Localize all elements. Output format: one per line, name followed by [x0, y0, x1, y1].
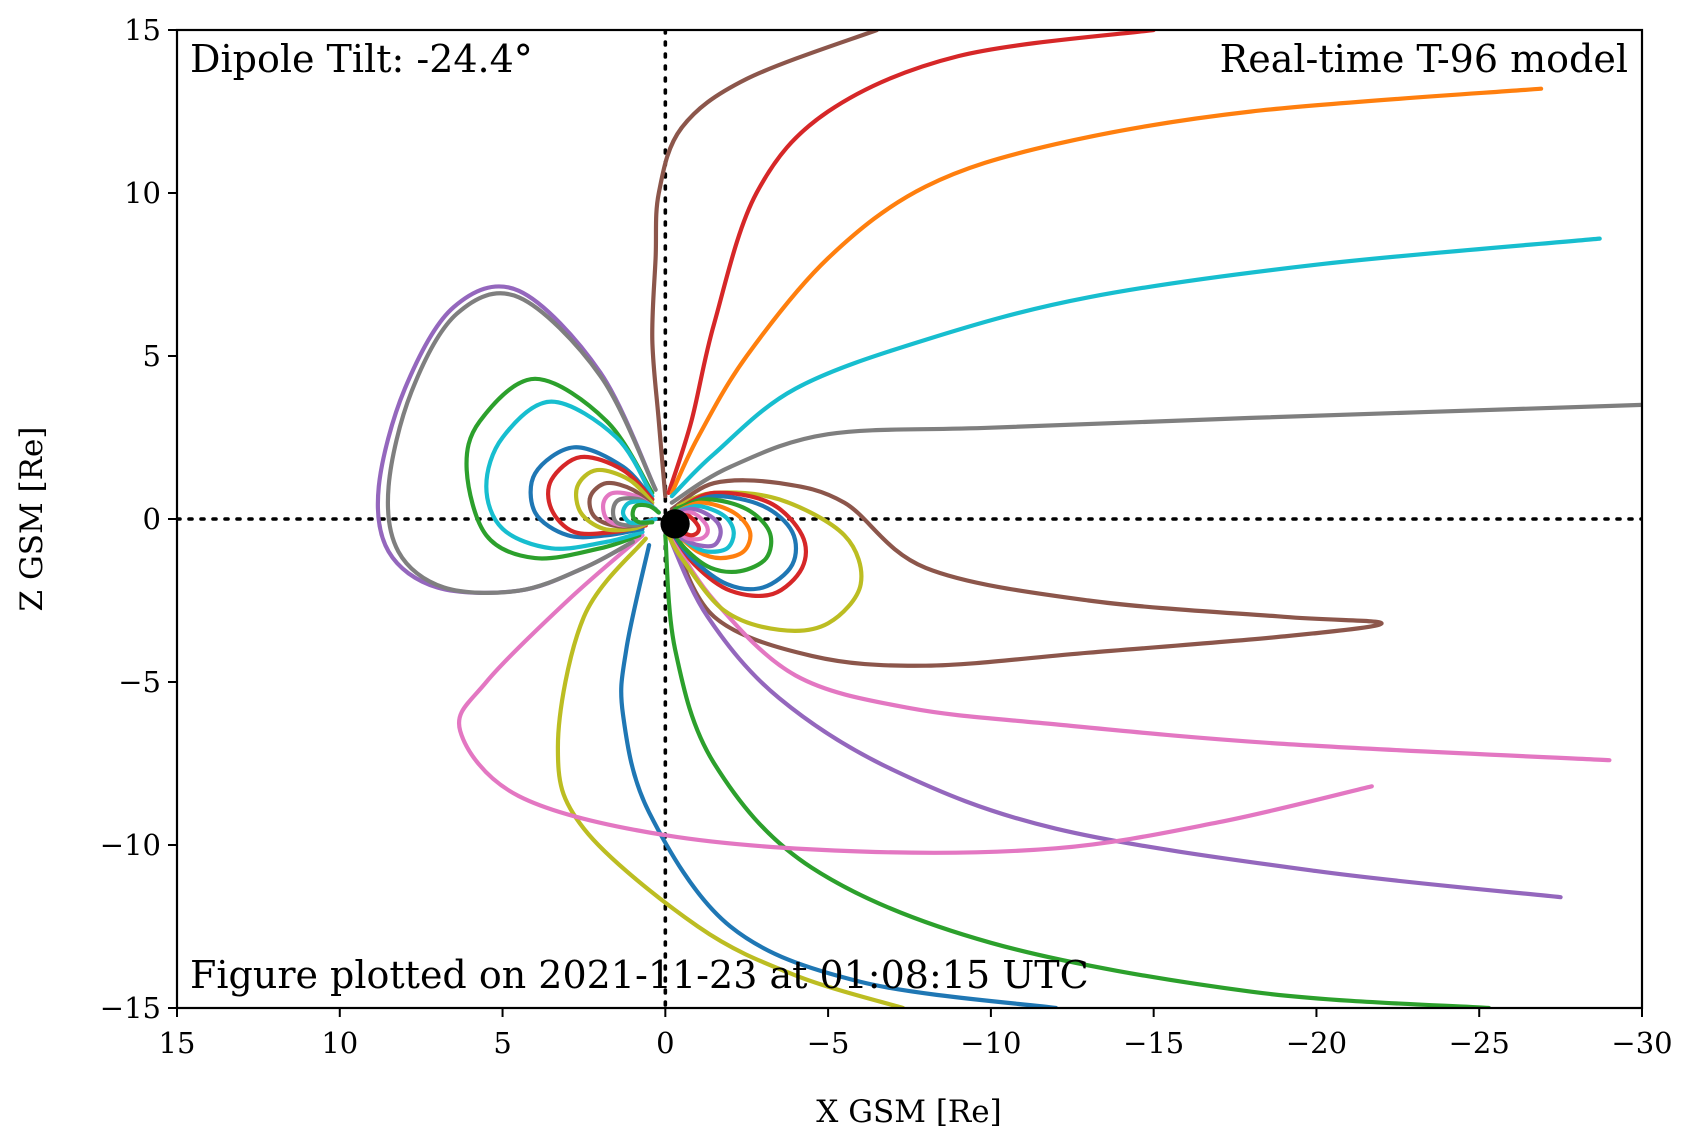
x-tick-label: 5	[493, 1026, 511, 1060]
field-line-6	[666, 529, 1612, 763]
x-tick-label: 15	[159, 1026, 196, 1060]
y-tick-label: −15	[100, 991, 161, 1025]
field-line-28	[673, 500, 753, 561]
field-line-7	[666, 533, 1563, 900]
field-line-14	[464, 376, 655, 561]
y-tick-label: 15	[124, 13, 161, 47]
field-line-10	[555, 536, 906, 1008]
annotation-dipole-tilt: Dipole Tilt: -24.4°	[190, 37, 533, 81]
x-tick-label: −5	[807, 1026, 850, 1060]
field-lines	[375, 30, 1642, 1008]
field-line-18	[573, 467, 655, 533]
x-tick-label: −10	[960, 1026, 1021, 1060]
field-line-11	[456, 533, 1374, 855]
y-axis-ticks: 15 10 5 0 −5 −10 −15	[100, 13, 177, 1025]
x-axis-label: X GSM [Re]	[816, 1094, 1001, 1130]
x-tick-label: 10	[321, 1026, 358, 1060]
field-line-29	[673, 503, 736, 554]
field-line-15	[484, 399, 655, 551]
y-tick-label: −10	[100, 828, 161, 862]
field-line-31	[673, 510, 710, 542]
field-line-32	[673, 512, 702, 538]
field-line-8	[663, 533, 1492, 1008]
y-tick-label: 10	[124, 176, 161, 210]
field-line-4	[669, 402, 1642, 505]
field-line-9	[619, 543, 1059, 1008]
x-tick-label: −15	[1123, 1026, 1184, 1060]
y-tick-label: −5	[118, 665, 161, 699]
annotation-model-name: Real-time T-96 model	[1220, 37, 1628, 81]
field-line-23	[630, 502, 661, 525]
field-line-0	[650, 30, 879, 499]
field-line-30	[673, 506, 723, 549]
field-line-13	[385, 291, 658, 595]
field-line-25	[669, 490, 809, 599]
x-tick-label: −25	[1449, 1026, 1510, 1060]
x-tick-label: −20	[1286, 1026, 1347, 1060]
field-line-2	[669, 86, 1544, 495]
field-line-1	[666, 30, 1156, 495]
field-line-3	[669, 236, 1602, 499]
field-line-26	[669, 494, 799, 592]
x-axis-ticks: 15 10 5 0 −5 −10 −15 −20 −25 −30	[159, 1008, 1673, 1060]
y-tick-label: 0	[143, 502, 161, 536]
y-tick-label: 5	[143, 339, 161, 373]
field-line-27	[669, 497, 774, 574]
earth-marker	[660, 509, 690, 539]
field-line-16	[528, 445, 655, 540]
x-tick-label: 0	[656, 1026, 674, 1060]
y-axis-label: Z GSM [Re]	[14, 427, 50, 612]
field-line-21	[610, 496, 658, 528]
x-tick-label: −30	[1611, 1026, 1672, 1060]
earth-group	[660, 509, 690, 539]
annotation-plot-time: Figure plotted on 2021-11-23 at 01:08:15…	[190, 953, 1089, 997]
field-line-17	[546, 454, 655, 537]
field-line-5	[669, 478, 1384, 668]
